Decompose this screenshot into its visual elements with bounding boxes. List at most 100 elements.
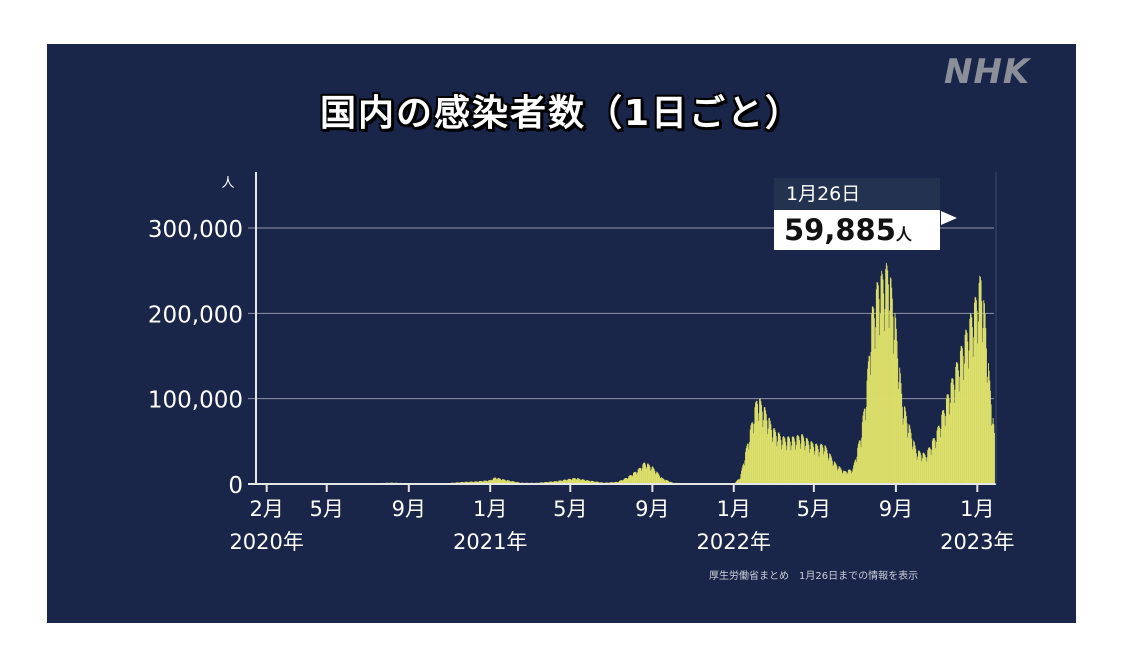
daily-case-bar (879, 335, 881, 484)
daily-case-bar (741, 467, 743, 484)
daily-case-bar (623, 478, 625, 484)
daily-case-bar (804, 450, 806, 484)
daily-case-bar (476, 481, 478, 484)
daily-case-bar (897, 389, 899, 484)
daily-case-bar (582, 479, 584, 484)
daily-case-bar (500, 479, 502, 484)
daily-case-bar (583, 479, 585, 484)
daily-case-bar (823, 451, 825, 484)
daily-case-bar (914, 445, 916, 484)
daily-case-bar (627, 479, 628, 484)
daily-case-bar (741, 470, 743, 484)
daily-case-bar (887, 284, 889, 484)
daily-case-bar (945, 398, 947, 484)
x-tick-label: 9月 (392, 497, 426, 521)
daily-case-bar (835, 464, 837, 484)
daily-case-bar (888, 327, 890, 484)
daily-case-bar (511, 481, 513, 484)
daily-case-bar (481, 481, 483, 484)
daily-case-bar (889, 310, 891, 484)
daily-case-bar (580, 479, 582, 484)
daily-case-bar (859, 440, 861, 484)
daily-case-bar (973, 337, 975, 484)
daily-case-bar (498, 478, 500, 484)
daily-case-bar (514, 481, 516, 484)
daily-case-bar (919, 452, 921, 484)
daily-case-bar (964, 334, 966, 484)
daily-case-bar (478, 481, 480, 484)
daily-case-bar (570, 479, 572, 484)
daily-case-bar (880, 275, 882, 484)
daily-case-bar (552, 481, 554, 484)
daily-case-bar (873, 318, 875, 484)
daily-case-bar (651, 466, 653, 484)
daily-case-bar (782, 437, 784, 484)
daily-case-bar (736, 480, 738, 484)
daily-case-bar (919, 451, 921, 484)
daily-case-bar (792, 436, 794, 484)
daily-case-bar (632, 475, 634, 484)
daily-case-bar (592, 481, 594, 484)
daily-case-bar (955, 362, 957, 484)
daily-case-bar (978, 282, 980, 484)
daily-case-bar (646, 466, 648, 484)
daily-case-bar (857, 443, 859, 484)
daily-case-bar (795, 444, 797, 484)
daily-case-bar (848, 469, 850, 484)
daily-case-bar (778, 432, 780, 484)
x-tick-label: 9月 (879, 497, 913, 521)
daily-case-bar (909, 425, 911, 484)
daily-case-bar (584, 480, 586, 484)
daily-case-bar (895, 317, 897, 484)
daily-case-bar (822, 447, 824, 484)
daily-case-bar (869, 374, 871, 484)
daily-case-bar (907, 437, 909, 484)
daily-case-bar (934, 440, 936, 484)
daily-case-bar (911, 449, 913, 484)
daily-case-bar (622, 479, 624, 484)
daily-case-bar (943, 410, 945, 484)
daily-case-bar (797, 434, 799, 484)
daily-case-bar (863, 411, 865, 484)
daily-case-bar (935, 442, 937, 484)
daily-case-bar (893, 339, 895, 484)
daily-case-bar (833, 461, 835, 484)
daily-case-bar (965, 330, 967, 484)
daily-case-bar (562, 479, 564, 484)
daily-case-bar (993, 424, 995, 484)
daily-case-bar (564, 479, 566, 484)
daily-case-bar (903, 406, 905, 484)
daily-case-bar (466, 481, 468, 484)
daily-case-bar (485, 480, 487, 484)
daily-case-bar (630, 475, 632, 484)
daily-case-bar (918, 450, 920, 484)
daily-case-bar (743, 465, 745, 484)
daily-case-bar (585, 480, 587, 484)
daily-case-bar (491, 480, 493, 484)
daily-case-bar (799, 448, 801, 484)
daily-case-bar (966, 332, 968, 484)
daily-case-bar (930, 454, 932, 484)
daily-case-bar (961, 348, 963, 484)
daily-case-bar (472, 481, 474, 484)
daily-case-bar (949, 414, 951, 484)
y-tick-label: 0 (228, 473, 243, 499)
bars-layer (301, 262, 995, 484)
daily-case-bar (865, 420, 867, 484)
daily-case-bar (635, 472, 637, 484)
daily-case-bar (886, 265, 888, 484)
daily-case-bar (640, 468, 642, 484)
daily-case-bar (901, 407, 903, 484)
daily-case-bar (575, 479, 577, 484)
daily-case-bar (851, 471, 853, 484)
daily-case-bar (631, 476, 633, 484)
daily-case-bar (592, 481, 594, 484)
chart-title: 国内の感染者数（1日ごと） (319, 93, 804, 134)
daily-case-bar (763, 407, 765, 484)
daily-case-bar (559, 480, 561, 484)
daily-case-bar (818, 456, 820, 484)
daily-case-bar (872, 306, 874, 484)
daily-case-bar (478, 481, 480, 484)
daily-case-bar (927, 448, 929, 484)
daily-case-bar (554, 481, 556, 484)
